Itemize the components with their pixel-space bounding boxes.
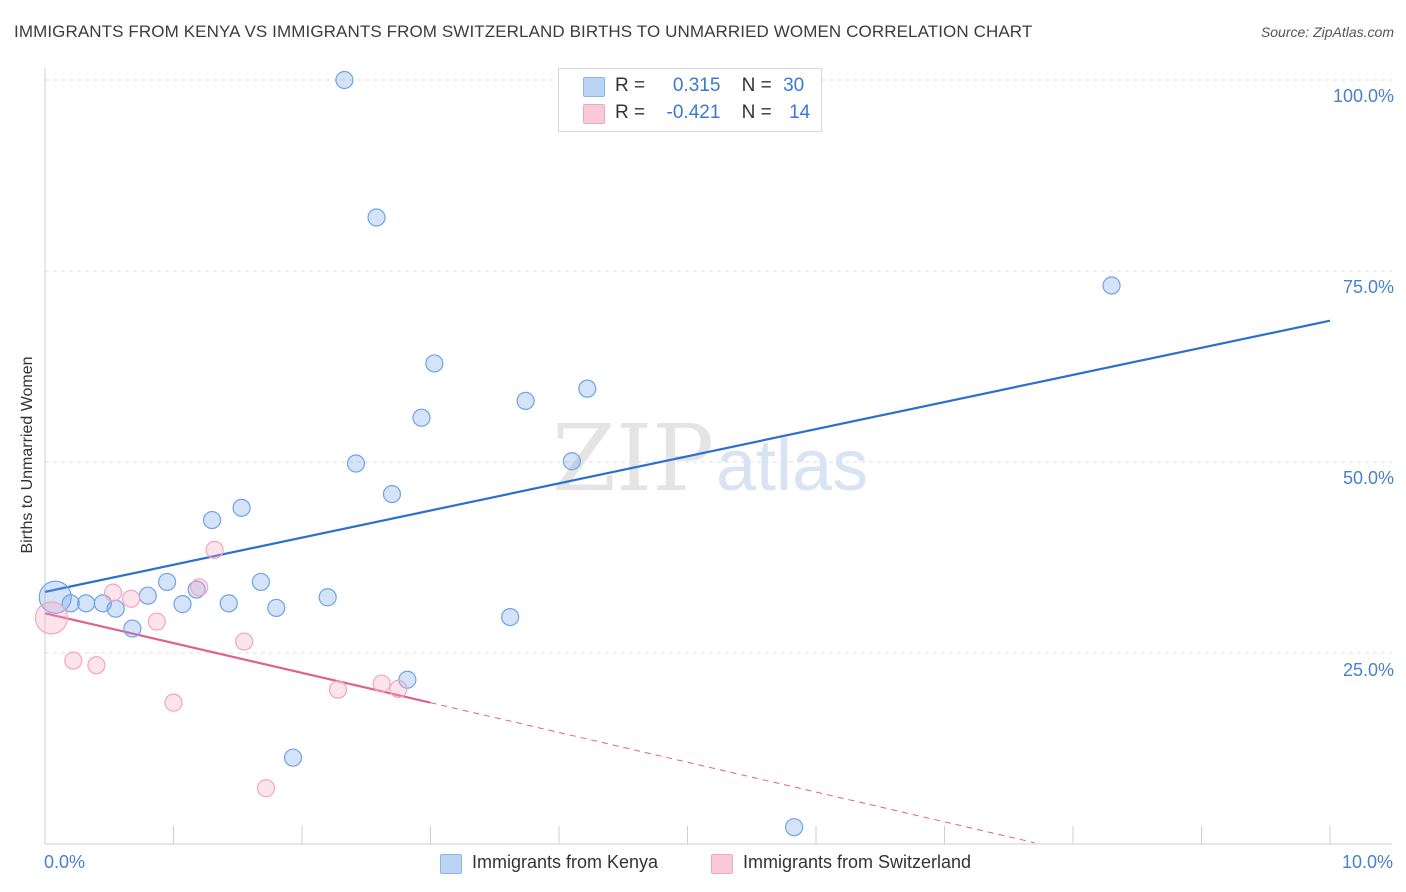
legend-n-label-kenya: N = bbox=[741, 75, 772, 96]
point-kenya-24 bbox=[501, 607, 520, 627]
legend-r-value-kenya: 0.315 bbox=[672, 75, 721, 96]
point-kenya-9 bbox=[187, 580, 206, 599]
point-kenya-2 bbox=[77, 594, 96, 613]
source-label: Source: ZipAtlas.com bbox=[1260, 24, 1394, 40]
bottom-legend-label-switzerland: Immigrants from Switzerland bbox=[743, 852, 972, 872]
point-kenya-29 bbox=[1102, 276, 1121, 295]
point-switzerland-7 bbox=[190, 578, 209, 597]
point-kenya-10 bbox=[202, 510, 222, 530]
point-switzerland-6 bbox=[164, 693, 183, 712]
trend-lines bbox=[44, 319, 1331, 844]
point-kenya-23 bbox=[425, 354, 444, 373]
trend-line-extension-1 bbox=[430, 702, 1035, 844]
point-kenya-22 bbox=[412, 408, 431, 427]
point-kenya-18 bbox=[346, 454, 366, 473]
point-kenya-6 bbox=[138, 586, 157, 605]
legend-n-label-switzerland: N = bbox=[741, 102, 772, 123]
point-kenya-8 bbox=[173, 595, 192, 614]
point-kenya-26 bbox=[562, 452, 581, 471]
y-tick-label-25: 25.0% bbox=[1342, 660, 1394, 680]
y-tick-label-75: 75.0% bbox=[1342, 277, 1394, 297]
axes bbox=[44, 68, 1392, 845]
point-switzerland-1 bbox=[64, 651, 83, 670]
point-kenya-15 bbox=[283, 748, 303, 767]
point-kenya-19 bbox=[367, 208, 386, 227]
point-kenya-27 bbox=[578, 379, 597, 398]
y-tick-label-100: 100.0% bbox=[1332, 86, 1394, 106]
legend-row-switzerland: R = -0.421 N = 14 bbox=[615, 102, 810, 128]
point-kenya-11 bbox=[219, 594, 238, 613]
data-points bbox=[34, 70, 1121, 837]
point-switzerland-4 bbox=[121, 589, 141, 608]
trend-line-1 bbox=[44, 612, 431, 704]
point-kenya-17 bbox=[335, 70, 354, 90]
point-switzerland-11 bbox=[328, 680, 348, 699]
correlation-legend: R = 0.315 N = 30 R = -0.421 N = 14 bbox=[558, 68, 822, 132]
point-kenya-16 bbox=[318, 588, 337, 607]
point-kenya-28 bbox=[785, 818, 804, 837]
point-kenya-20 bbox=[382, 484, 402, 504]
point-switzerland-13 bbox=[389, 679, 408, 699]
y-tick-label-50: 50.0% bbox=[1342, 468, 1394, 488]
gridlines bbox=[45, 79, 1392, 654]
point-switzerland-3 bbox=[104, 583, 123, 602]
legend-n-value-switzerland: 14 bbox=[789, 102, 811, 123]
chart-title: IMMIGRANTS FROM KENYA VS IMMIGRANTS FROM… bbox=[14, 22, 1033, 41]
legend-swatch-switzerland bbox=[583, 104, 605, 124]
watermark-zip: ZIP bbox=[552, 405, 714, 512]
legend-n-value-kenya: 30 bbox=[783, 75, 805, 96]
trend-line-0 bbox=[44, 319, 1331, 593]
point-switzerland-2 bbox=[87, 656, 106, 675]
point-switzerland-8 bbox=[205, 540, 224, 559]
legend-r-label-kenya: R = bbox=[615, 75, 646, 96]
bottom-legend-swatch-kenya bbox=[440, 854, 462, 874]
point-kenya-7 bbox=[157, 572, 177, 592]
legend-r-value-switzerland: -0.421 bbox=[666, 102, 721, 123]
point-switzerland-5 bbox=[147, 612, 166, 631]
x-tick-label-max: 10.0% bbox=[1341, 852, 1393, 872]
legend-row-kenya: R = 0.315 N = 30 bbox=[615, 75, 804, 101]
x-tick-label-min: 0.0% bbox=[44, 852, 86, 872]
point-kenya-14 bbox=[267, 598, 286, 618]
bottom-legend-swatch-switzerland bbox=[711, 854, 733, 874]
point-kenya-0 bbox=[38, 580, 72, 614]
point-kenya-12 bbox=[232, 498, 251, 517]
point-kenya-5 bbox=[123, 619, 142, 638]
watermark: ZIP atlas bbox=[552, 405, 868, 512]
point-kenya-1 bbox=[61, 594, 80, 613]
point-switzerland-10 bbox=[256, 779, 276, 798]
point-kenya-4 bbox=[106, 599, 125, 618]
legend-swatch-kenya bbox=[583, 77, 605, 97]
legend-r-label-switzerland: R = bbox=[615, 102, 646, 123]
point-kenya-25 bbox=[516, 391, 535, 410]
point-kenya-13 bbox=[251, 572, 270, 592]
point-switzerland-12 bbox=[372, 674, 391, 693]
point-switzerland-9 bbox=[235, 632, 254, 651]
watermark-atlas: atlas bbox=[716, 426, 868, 506]
bottom-legend-label-kenya: Immigrants from Kenya bbox=[472, 852, 659, 872]
point-switzerland-0 bbox=[34, 601, 69, 635]
